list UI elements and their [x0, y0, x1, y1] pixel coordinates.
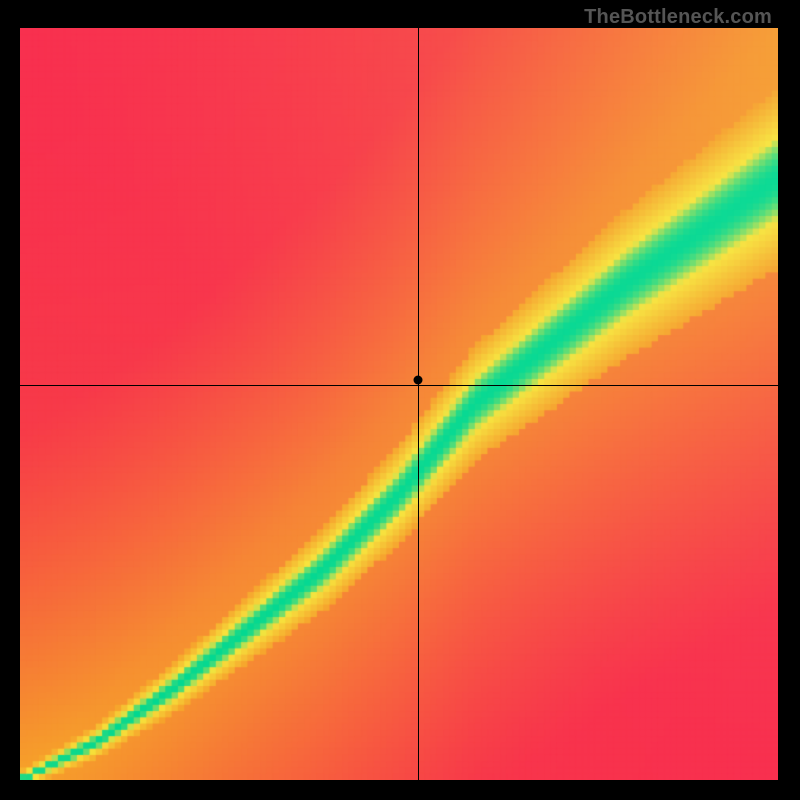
heatmap-canvas: [20, 28, 778, 780]
crosshair-vertical: [418, 28, 419, 780]
crosshair-horizontal: [20, 385, 778, 386]
data-point: [413, 375, 422, 384]
heatmap-plot: [20, 28, 778, 780]
watermark-text: TheBottleneck.com: [584, 6, 772, 29]
chart-frame: TheBottleneck.com: [0, 0, 800, 800]
